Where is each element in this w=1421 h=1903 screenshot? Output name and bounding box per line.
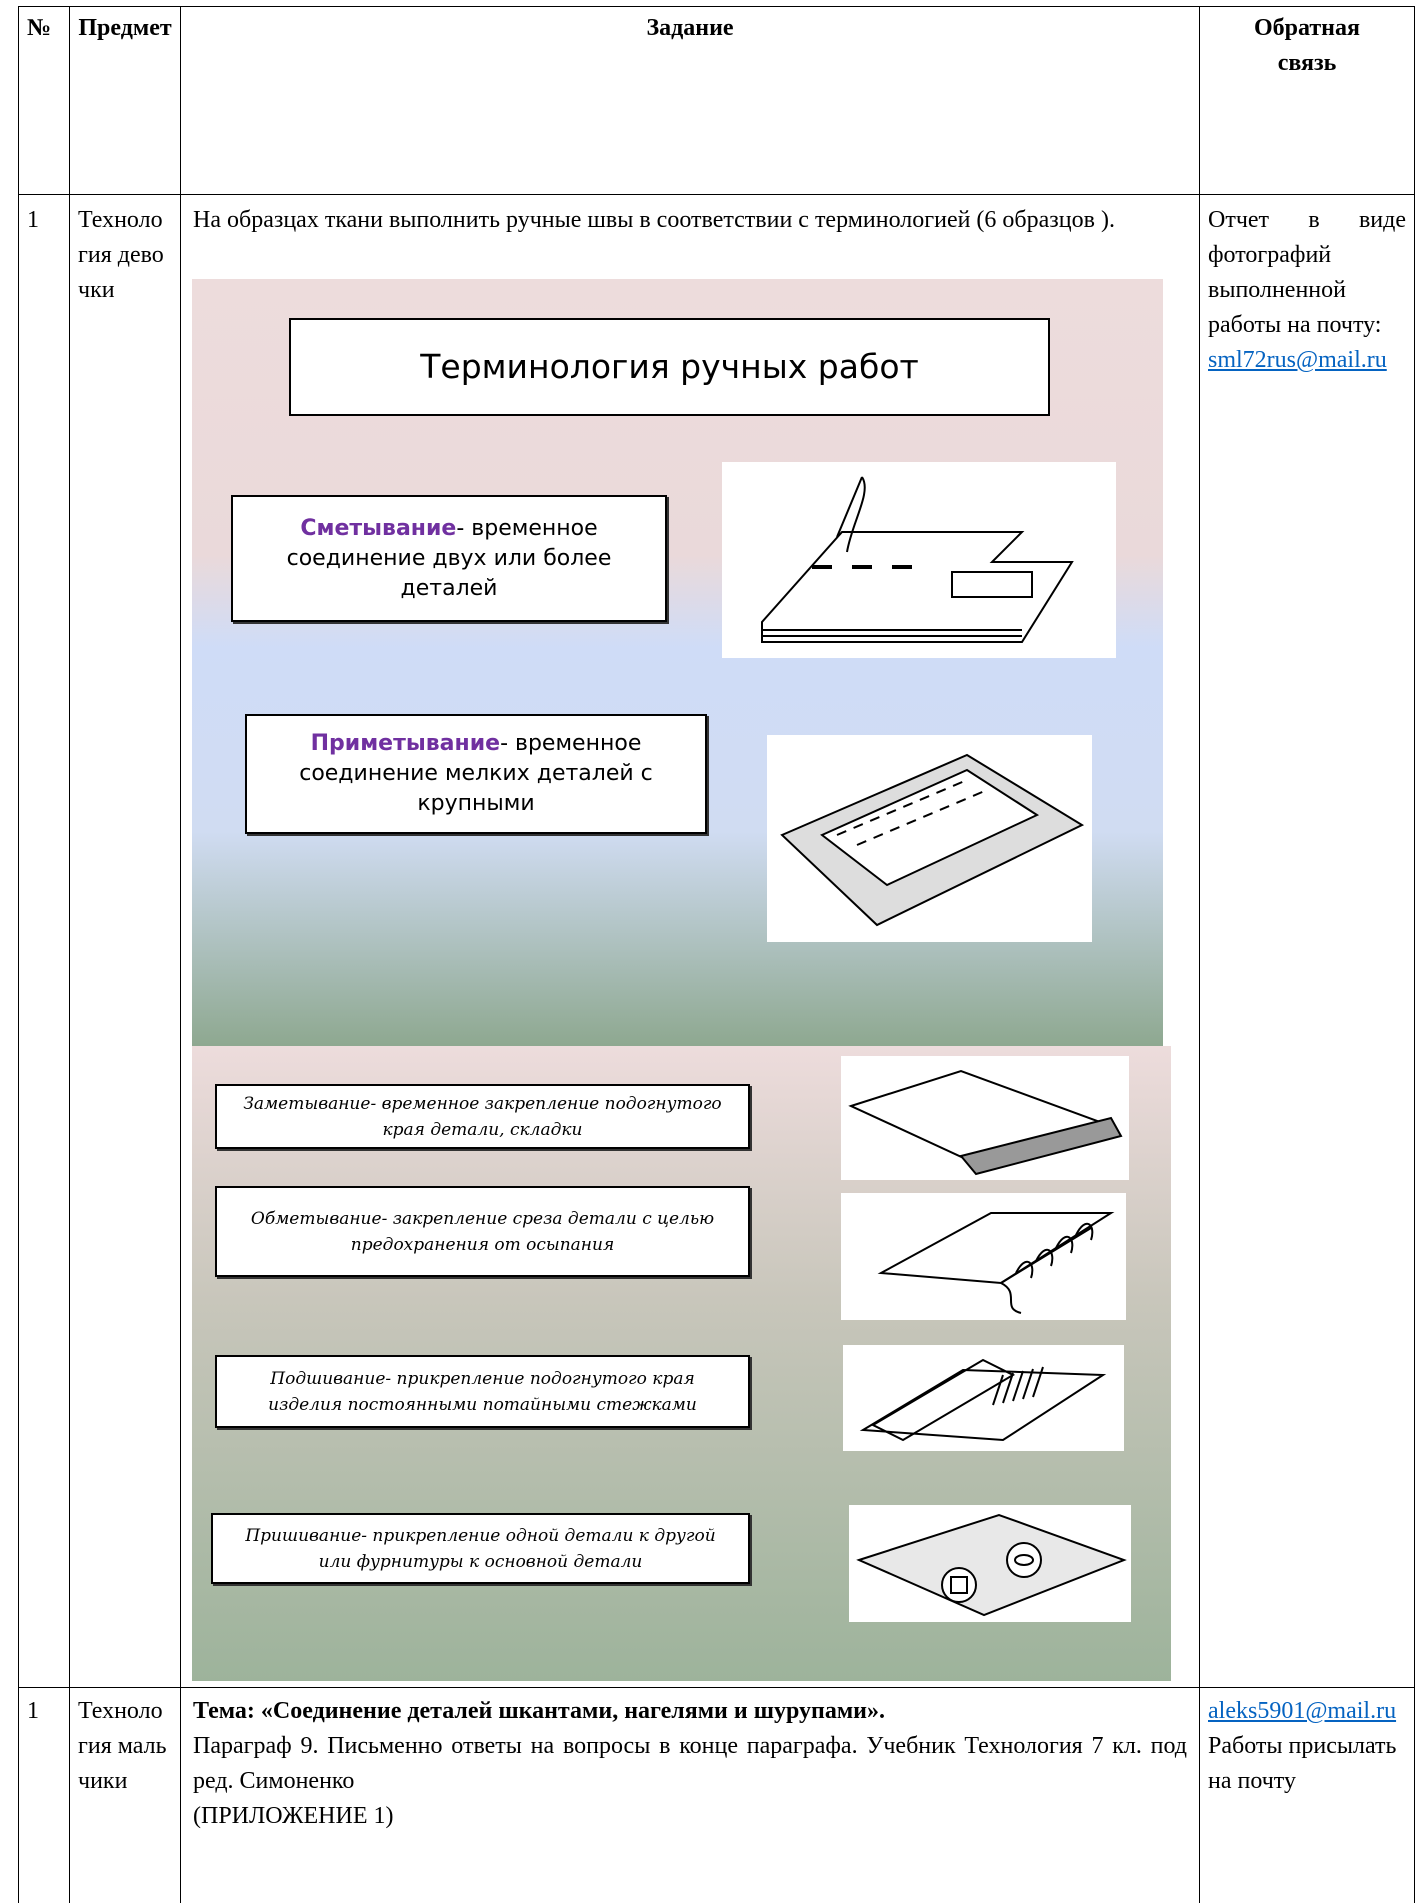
header-cell: Обратная связь [1254, 15, 1360, 76]
definition: - временное закрепление подогнутого края… [370, 1093, 722, 1140]
illustration-drawing [859, 1358, 1107, 1442]
term-text: Приметывание- временное соединение мелки… [277, 729, 675, 819]
term-box: Сметывание- временное соединение двух ил… [231, 495, 667, 622]
task-cell: Тема: «Соединение деталей шкантами, наге… [181, 1690, 1199, 1838]
definition: - прикрепление одной детали к другой или… [318, 1525, 716, 1572]
appendix: (ПРИЛОЖЕНИЕ 1) [193, 1803, 394, 1829]
illustration [841, 1193, 1126, 1320]
term-text: Пришивание- прикрепление одной детали к … [233, 1523, 728, 1575]
illustration [843, 1345, 1124, 1451]
table-border [69, 6, 70, 1903]
term: Сметывание [300, 515, 457, 541]
term-text: Заметывание- временное закрепление подог… [237, 1091, 728, 1143]
term-box: Подшивание- прикрепление подогнутого кра… [215, 1355, 750, 1428]
term-box: Пришивание- прикрепление одной детали к … [211, 1513, 750, 1584]
term-text: Обметывание- закрепление среза детали с … [231, 1206, 734, 1258]
definition: - прикрепление подогнутого края изделия … [268, 1368, 697, 1415]
term-text: Сметывание- временное соединение двух ил… [263, 514, 635, 604]
table-border [18, 6, 1415, 7]
illustration [722, 462, 1116, 658]
illustration-drawing [780, 753, 1085, 927]
illustration-drawing [848, 1069, 1123, 1176]
term: Заметывание [243, 1093, 371, 1114]
row-number: 1 [27, 207, 39, 233]
subject: Технология мальчики [78, 1698, 167, 1794]
table-border [1199, 6, 1200, 1903]
header-cell: Задание [646, 15, 734, 41]
feedback-cell: Отчет в виде фотографий выполненной рабо… [1200, 199, 1414, 382]
table-border [180, 6, 181, 1903]
row-number: 1 [27, 1698, 39, 1724]
table-border [18, 194, 1415, 195]
header-cell: Предмет [78, 15, 172, 41]
email-link[interactable]: sml72rus@mail.ru [1208, 347, 1387, 373]
term-box: Обметывание- закрепление среза детали с … [215, 1186, 750, 1277]
term: Обметывание [250, 1208, 382, 1229]
term: Пришивание [245, 1525, 362, 1546]
feedback: Работы присылать на почту [1208, 1733, 1397, 1794]
table-border [18, 1687, 1415, 1688]
feedback-cell: aleks5901@mail.ru Работы присылать на по… [1200, 1690, 1414, 1803]
task: На образцах ткани выполнить ручные швы в… [193, 207, 1115, 233]
term-box: Заметывание- временное закрепление подог… [215, 1084, 750, 1149]
term: Приметывание [310, 731, 501, 756]
illustration [841, 1056, 1129, 1180]
table-border [1414, 6, 1415, 1903]
illustration [849, 1505, 1131, 1622]
definition: - временное соединение мелких деталей с … [299, 731, 653, 816]
term-box: Приметывание- временное соединение мелки… [245, 714, 707, 834]
subject: Технология девочки [78, 207, 164, 303]
illustration [767, 735, 1092, 942]
definition: - закрепление среза детали с целью предо… [350, 1208, 715, 1255]
table-border [18, 6, 19, 1903]
task: Параграф 9. Письменно ответы на вопросы … [193, 1733, 1187, 1794]
header-cell: № [27, 15, 52, 41]
term-text: Подшивание- прикрепление подогнутого кра… [237, 1366, 728, 1418]
poster-title: Терминология ручных работ [289, 318, 1050, 416]
term: Подшивание [270, 1368, 386, 1389]
feedback: Отчет в виде фотографий выполненной рабо… [1208, 207, 1406, 338]
topic: Тема: «Соединение деталей шкантами, наге… [193, 1698, 886, 1724]
illustration-drawing [877, 1212, 1115, 1314]
definition: - временное соединение двух или более де… [286, 515, 612, 601]
illustration-drawing [856, 1513, 1127, 1617]
illustration-drawing [761, 476, 1074, 643]
email-link[interactable]: aleks5901@mail.ru [1208, 1698, 1397, 1724]
